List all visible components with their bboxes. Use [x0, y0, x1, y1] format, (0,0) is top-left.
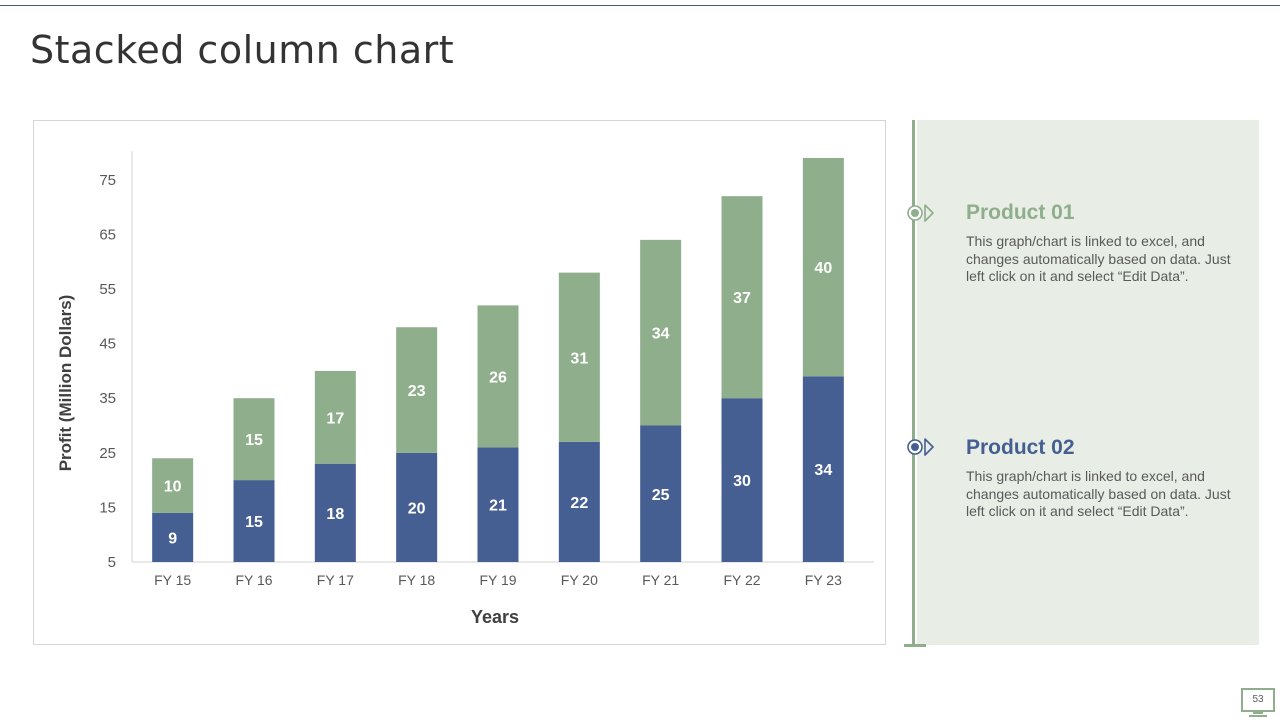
bar-product-01: [802, 157, 844, 377]
target-chevron-icon: [907, 204, 934, 222]
x-tick-label: FY 16: [235, 572, 272, 588]
y-tick-label: 65: [99, 226, 116, 243]
x-tick-label: FY 23: [805, 572, 842, 588]
data-label-product-01: 10: [164, 479, 182, 496]
data-label-product-01: 40: [814, 260, 832, 277]
stacked-column-chart: 5 15 25 35 45 55 65 75 9 10 FY 15 15 15 FY 16 18 17 FY 1…: [56, 151, 874, 627]
data-label-product-02: 21: [489, 498, 507, 515]
slide-title: Stacked column chart: [30, 28, 455, 72]
data-label-product-01: 26: [489, 369, 507, 386]
bar-product-01: [152, 458, 194, 513]
data-label-product-01: 31: [570, 350, 588, 367]
data-label-product-01: 17: [326, 410, 344, 427]
y-tick-label: 25: [99, 445, 116, 462]
x-tick-label: FY 19: [479, 572, 516, 588]
bar-product-01: [721, 196, 763, 399]
bar-product-02: [152, 512, 194, 562]
y-axis-title: Profit (Million Dollars): [56, 295, 75, 472]
data-label-product-02: 15: [245, 514, 263, 531]
y-tick-label: 55: [99, 281, 116, 298]
page-number-stand: [1253, 712, 1263, 714]
x-tick-label: FY 17: [317, 572, 354, 588]
bar-product-01: [640, 239, 682, 426]
data-label-product-01: 34: [652, 326, 670, 343]
legend-panel-foot: [904, 644, 926, 647]
data-label-product-02: 9: [168, 530, 177, 547]
data-label-product-02: 30: [733, 473, 751, 490]
y-tick-label: 5: [108, 554, 116, 571]
data-label-product-01: 23: [408, 383, 426, 400]
data-label-product-01: 15: [245, 432, 263, 449]
bar-product-01: [233, 398, 275, 481]
y-tick-label: 35: [99, 390, 116, 407]
target-chevron-icon: [907, 438, 934, 456]
x-tick-label: FY 15: [154, 572, 191, 588]
page-number-base: [1249, 715, 1267, 717]
data-label-product-02: 20: [408, 500, 426, 517]
chart-frame[interactable]: 5 15 25 35 45 55 65 75 9 10 FY 15 15 15 FY 16 18 17 FY 1…: [33, 120, 886, 645]
x-tick-label: FY 18: [398, 572, 435, 588]
y-tick-label: 45: [99, 336, 116, 353]
y-tick-label: 15: [99, 499, 116, 516]
bar-product-02: [233, 480, 275, 562]
y-tick-label: 75: [99, 172, 116, 189]
data-label-product-02: 34: [814, 462, 832, 479]
data-label-product-02: 22: [570, 495, 588, 512]
bar-product-01: [558, 272, 600, 442]
legend-text-product-01: This graph/chart is linked to excel, and…: [966, 233, 1231, 284]
legend-title-product-02: Product 02: [966, 436, 1075, 459]
bar-product-02: [558, 441, 600, 562]
legend-panel: [917, 120, 1259, 645]
bar-product-01: [396, 327, 438, 453]
legend-panel-line: [912, 120, 915, 647]
bar-product-02: [802, 376, 844, 562]
x-axis-title: Years: [471, 607, 519, 627]
top-rule: [0, 5, 1280, 6]
bar-product-02: [640, 425, 682, 562]
legend-text-product-02: This graph/chart is linked to excel, and…: [966, 468, 1231, 519]
bar-product-02: [396, 452, 438, 562]
bar-product-02: [721, 398, 763, 562]
bar-product-01: [477, 305, 519, 448]
bar-product-02: [314, 463, 356, 562]
data-label-product-02: 18: [326, 506, 344, 523]
bar-product-02: [477, 447, 519, 562]
x-tick-label: FY 21: [642, 572, 679, 588]
data-label-product-02: 25: [652, 487, 670, 504]
legend-title-product-01: Product 01: [966, 201, 1075, 224]
data-label-product-01: 37: [733, 290, 751, 307]
x-tick-label: FY 22: [723, 572, 760, 588]
x-tick-label: FY 20: [561, 572, 598, 588]
bar-product-01: [314, 370, 356, 464]
page-number: 53: [1241, 688, 1275, 712]
